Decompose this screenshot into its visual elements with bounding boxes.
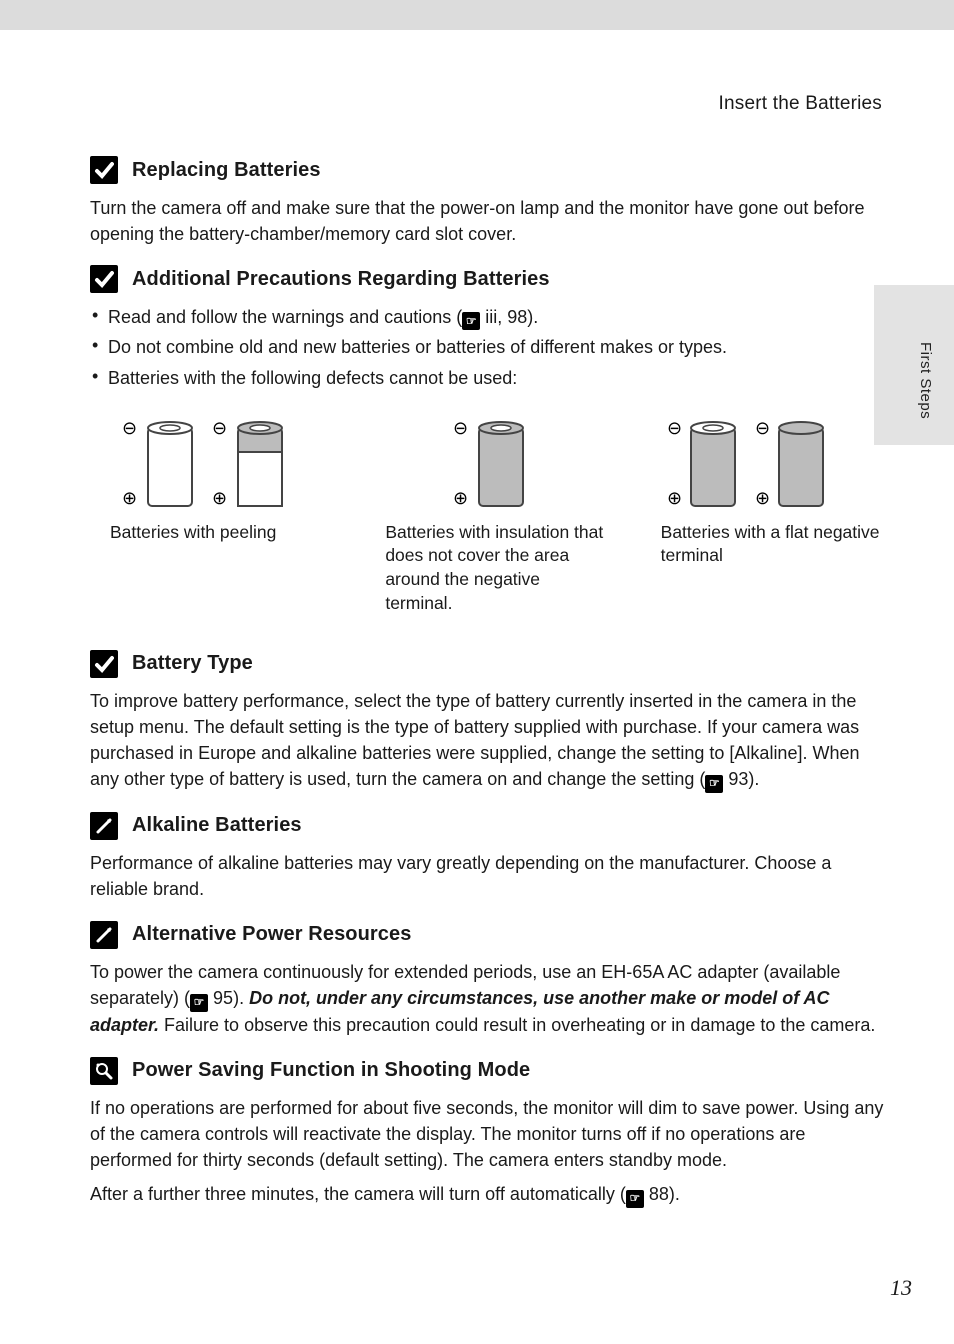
- precautions-list: Read and follow the warnings and caution…: [90, 304, 886, 391]
- section-replacing-batteries-heading: Replacing Batteries: [90, 156, 886, 185]
- svg-text:⊖: ⊖: [212, 418, 227, 438]
- list-item: Batteries with the following defects can…: [90, 365, 886, 391]
- side-label: First Steps: [914, 342, 936, 419]
- text: 93).: [723, 769, 759, 789]
- body-text: If no operations are performed for about…: [90, 1095, 886, 1173]
- figure-insulation: ⊖ ⊕ Batteries with insulation that does …: [385, 405, 610, 616]
- caution-icon: [90, 650, 118, 678]
- text: 95).: [208, 988, 249, 1008]
- battery-peeling-svg: ⊖ ⊕ ⊖ ⊕: [110, 410, 300, 515]
- body-text: To improve battery performance, select t…: [90, 688, 886, 793]
- section-title: Battery Type: [132, 649, 253, 678]
- list-item: Do not combine old and new batteries or …: [90, 334, 886, 360]
- figure-flat-terminal: ⊖ ⊕ ⊖ ⊕ Batteries with a flat negative t…: [661, 405, 886, 616]
- section-alkaline-heading: Alkaline Batteries: [90, 811, 886, 840]
- section-title: Additional Precautions Regarding Batteri…: [132, 265, 550, 294]
- note-icon: [90, 812, 118, 840]
- section-title: Alternative Power Resources: [132, 920, 411, 949]
- battery-flat-svg: ⊖ ⊕ ⊖ ⊕: [661, 410, 851, 515]
- body-text: After a further three minutes, the camer…: [90, 1181, 886, 1208]
- section-title: Replacing Batteries: [132, 156, 321, 185]
- section-alt-power-heading: Alternative Power Resources: [90, 920, 886, 949]
- svg-text:⊕: ⊕: [667, 488, 682, 508]
- battery-insulation-svg: ⊖ ⊕: [385, 410, 565, 515]
- page-number: 13: [890, 1272, 912, 1304]
- svg-text:⊕: ⊕: [122, 488, 137, 508]
- text: After a further three minutes, the camer…: [90, 1184, 626, 1204]
- section-power-saving-heading: Power Saving Function in Shooting Mode: [90, 1056, 886, 1085]
- text: iii, 98).: [480, 307, 538, 327]
- page-ref-icon: ☞: [626, 1190, 644, 1208]
- svg-text:⊖: ⊖: [755, 418, 770, 438]
- svg-text:⊕: ⊕: [212, 488, 227, 508]
- info-icon: [90, 1057, 118, 1085]
- figure-peeling: ⊖ ⊕ ⊖ ⊕ Batteries with peeling: [110, 405, 335, 616]
- page-header: Insert the Batteries: [90, 90, 886, 118]
- section-battery-type-heading: Battery Type: [90, 649, 886, 678]
- text: Failure to observe this precaution could…: [159, 1015, 875, 1035]
- page: Insert the Batteries First Steps Replaci…: [0, 30, 954, 1344]
- caution-icon: [90, 265, 118, 293]
- page-ref-icon: ☞: [705, 775, 723, 793]
- section-title: Power Saving Function in Shooting Mode: [132, 1056, 530, 1085]
- body-text: Performance of alkaline batteries may va…: [90, 850, 886, 902]
- section-precautions-heading: Additional Precautions Regarding Batteri…: [90, 265, 886, 294]
- svg-text:⊖: ⊖: [453, 418, 468, 438]
- text: Read and follow the warnings and caution…: [108, 307, 462, 327]
- figure-caption: Batteries with peeling: [110, 521, 335, 545]
- caution-icon: [90, 156, 118, 184]
- figure-caption: Batteries with a flat negative terminal: [661, 521, 886, 568]
- figure-caption: Batteries with insulation that does not …: [385, 521, 610, 616]
- svg-text:⊕: ⊕: [453, 488, 468, 508]
- note-icon: [90, 921, 118, 949]
- page-ref-icon: ☞: [190, 994, 208, 1012]
- section-title: Alkaline Batteries: [132, 811, 302, 840]
- svg-text:⊖: ⊖: [122, 418, 137, 438]
- list-item: Read and follow the warnings and caution…: [90, 304, 886, 331]
- battery-figures: ⊖ ⊕ ⊖ ⊕ Batteries with peeling ⊖: [110, 405, 886, 616]
- text: 88).: [644, 1184, 680, 1204]
- page-ref-icon: ☞: [462, 312, 480, 330]
- body-text: Turn the camera off and make sure that t…: [90, 195, 886, 247]
- svg-text:⊖: ⊖: [667, 418, 682, 438]
- svg-text:⊕: ⊕: [755, 488, 770, 508]
- body-text: To power the camera continuously for ext…: [90, 959, 886, 1038]
